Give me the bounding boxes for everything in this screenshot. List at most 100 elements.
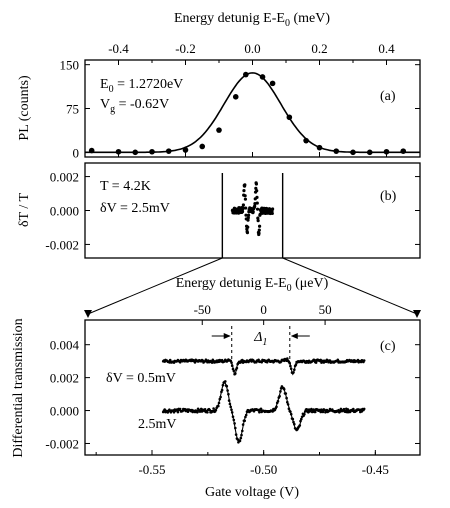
zoom-arrow-right [413, 310, 421, 318]
panel-c-top-tick-label: 0 [260, 302, 267, 317]
panel-c-xtick-label: -0.55 [138, 462, 165, 477]
panel-c-data-point [257, 358, 260, 362]
panel-c-data-point [314, 410, 317, 414]
panel-b-data-point [243, 197, 248, 201]
panel-c-xtick-label: -0.50 [250, 462, 277, 477]
panel-a-data-point [182, 147, 189, 153]
panel-a-ticks: -0.4 -0.2 0.0 0.2 0.4 0 75 150 [60, 41, 421, 160]
panel-c-ytick-label: 0.004 [50, 338, 80, 353]
panel-a-annotation-vg: Vg = -0.62V [100, 97, 169, 115]
panel-a-data-point [243, 71, 249, 78]
panel-b-data-point [270, 211, 274, 216]
panel-c-ytick-label: -0.002 [45, 436, 79, 451]
panel-c-data-point [206, 411, 209, 414]
top-axis-label-subscript: 0 [285, 18, 290, 29]
panel-a-data-point [199, 143, 206, 150]
panel-b-data-point [245, 231, 250, 235]
panel-b-ytick-label: -0.002 [45, 237, 79, 252]
panel-b-annotation-dv: δV = 2.5mV [100, 201, 170, 216]
panel-a-ytick-label: 75 [66, 102, 79, 117]
panel-b-ylabel: δT / T [17, 193, 32, 228]
panel-c-top-tick-label: -50 [194, 302, 211, 317]
panel-a-data-point [216, 127, 222, 133]
panel-c-data-point [339, 407, 343, 411]
panel-b-data-point [241, 203, 245, 207]
panel-a-data [85, 71, 420, 156]
panel-a-data-point [286, 114, 293, 121]
panel-a-data-point [115, 148, 122, 155]
panel-b-data-point [257, 231, 261, 235]
delta-arrowhead-left [223, 333, 231, 339]
panel-c-data-point [259, 407, 263, 411]
panel-a-top-tick-label: -0.2 [175, 41, 196, 56]
panel-a-data-point [400, 148, 407, 154]
zoom-line-left [87, 257, 223, 315]
panel-c-data-point [319, 358, 323, 362]
zoom-connector [84, 257, 421, 318]
panel-b-frame [84, 162, 421, 259]
panel-b-data-point [254, 182, 259, 186]
panel-b-data-point [271, 207, 275, 211]
panel-b-data-point [243, 194, 247, 198]
panel-b-data-point [256, 218, 260, 223]
zoom-arrow-left [84, 310, 92, 318]
delta-arrowhead-right [290, 333, 298, 339]
panel-c-label: (c) [380, 339, 396, 354]
panel-b-data-point [246, 213, 251, 217]
panel-c-xlabel: Gate voltage (V) [205, 485, 299, 500]
panel-a-ylabel: PL (counts) [17, 75, 32, 141]
panel-a-data-point [132, 149, 139, 156]
panel-c: Energy detunig E-E0 (μeV) -0.55 -0.50 -0.4… [11, 276, 421, 500]
panel-b-data-point [251, 210, 255, 214]
panel-b-data-point [241, 206, 245, 210]
panel-c-data-point [336, 358, 340, 362]
panel-b-annotation-temperature: T = 4.2K [100, 179, 151, 194]
panel-a-data-point [366, 149, 373, 156]
panel-c-data [161, 326, 366, 444]
panel-c-ytick-label: 0.000 [50, 404, 79, 419]
panel-b-data-point [246, 216, 250, 220]
top-axis-unit: (μeV) [292, 276, 329, 291]
panel-a-data-point [316, 144, 323, 151]
panel-c-top-axis-label: Energy detunig E-E0 (μeV) [176, 276, 329, 294]
panel-a-top-tick-label: -0.4 [108, 41, 129, 56]
panel-c-data-point [352, 407, 355, 411]
panel-c-data-point [196, 411, 199, 414]
panel-a-ytick-label: 0 [73, 145, 80, 160]
panel-a-data-point [350, 149, 356, 156]
panel-a-data-point [303, 137, 309, 144]
panel-a-annotation-e0: E0 = 1.2720eV [100, 77, 183, 95]
panel-b-data-point [240, 210, 245, 214]
panel-c-data-point [305, 408, 309, 411]
panel-c-data-point [258, 410, 261, 414]
panel-a-data-point [333, 148, 340, 154]
panel-a-data-point [149, 148, 155, 155]
panel-b: -0.002 0.000 0.002 δT / T T = 4.2K δV = 2.… [17, 162, 421, 259]
panel-b-data-point [256, 216, 260, 220]
panel-b-data-point [243, 183, 247, 187]
panel-a: Energy detunig E-E0 (meV) -0.4 -0.2 0.0 0.2… [17, 11, 421, 160]
zoom-line-right [282, 257, 418, 315]
panel-c-ylabel: Differential transmission [11, 318, 26, 457]
panel-a-top-tick-label: 0.0 [244, 41, 260, 56]
panel-b-ticks: -0.002 0.000 0.002 [45, 170, 420, 252]
panel-a-data-point [383, 148, 390, 155]
panel-b-data-point [255, 201, 259, 205]
panel-a-top-axis-label: Energy detunig E-E0 (meV) [174, 11, 330, 29]
panel-c-data-point [212, 407, 215, 410]
panel-c-top-tick-label: 50 [319, 302, 332, 317]
panel-a-label: (a) [380, 89, 396, 104]
panel-c-data-point [176, 410, 180, 414]
panel-c-xtick-label: -0.45 [362, 462, 389, 477]
panel-c-data-point [342, 407, 346, 411]
panel-b-ytick-label: 0.000 [50, 204, 79, 219]
panel-b-data-point [244, 206, 248, 210]
panel-a-data-point [165, 148, 172, 154]
series-label-2-5mv: 2.5mV [138, 417, 177, 432]
panel-a-top-tick-label: 0.2 [311, 41, 327, 56]
top-axis-unit: (meV) [290, 11, 330, 26]
panel-b-label: (b) [380, 189, 397, 204]
series-label-0-5mv: δV = 0.5mV [106, 371, 176, 386]
panel-b-data-point [242, 189, 246, 193]
